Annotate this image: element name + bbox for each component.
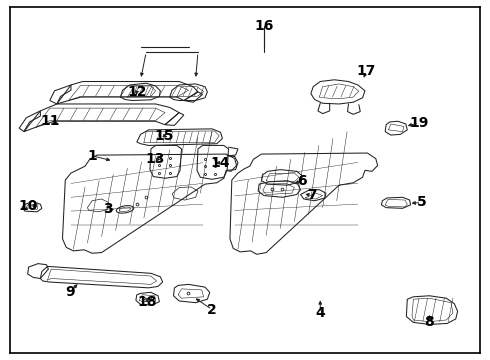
Text: 12: 12 bbox=[127, 85, 147, 99]
Text: 3: 3 bbox=[103, 202, 113, 216]
Text: 6: 6 bbox=[297, 174, 307, 188]
Text: 16: 16 bbox=[254, 19, 273, 33]
Text: 5: 5 bbox=[416, 195, 426, 210]
Text: 9: 9 bbox=[65, 285, 75, 299]
Text: 13: 13 bbox=[145, 152, 164, 166]
Text: 1: 1 bbox=[87, 149, 97, 163]
Text: 8: 8 bbox=[424, 315, 434, 329]
Text: 15: 15 bbox=[154, 129, 174, 143]
Text: 18: 18 bbox=[137, 294, 157, 309]
Text: 2: 2 bbox=[207, 303, 217, 316]
Text: 7: 7 bbox=[307, 188, 317, 202]
Text: 10: 10 bbox=[18, 199, 37, 213]
Text: 4: 4 bbox=[316, 306, 325, 320]
Text: 11: 11 bbox=[40, 113, 59, 127]
Text: 17: 17 bbox=[357, 64, 376, 78]
Text: 14: 14 bbox=[211, 156, 230, 170]
Text: 19: 19 bbox=[409, 116, 429, 130]
